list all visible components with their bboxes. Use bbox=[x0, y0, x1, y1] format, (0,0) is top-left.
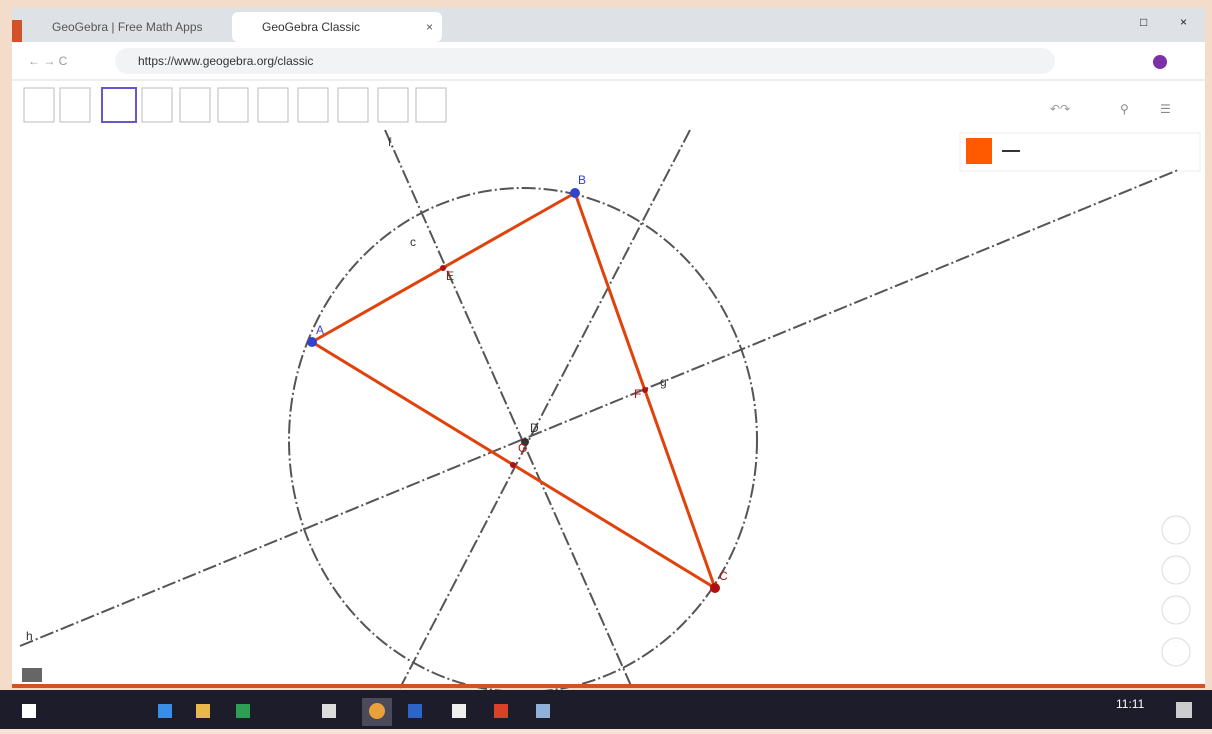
page: GeoGebra | Free Math Apps GeoGebra Class… bbox=[0, 0, 1212, 729]
tool-active[interactable] bbox=[102, 88, 136, 122]
tool[interactable] bbox=[218, 88, 248, 122]
tool[interactable] bbox=[378, 88, 408, 122]
app-icon[interactable] bbox=[196, 704, 210, 718]
color-button[interactable] bbox=[966, 138, 992, 164]
point-label: F bbox=[634, 387, 641, 401]
point[interactable] bbox=[570, 188, 580, 198]
clock: 11:11 bbox=[1116, 697, 1145, 711]
taskbar bbox=[0, 690, 1212, 729]
chrome-icon bbox=[369, 703, 385, 719]
profile-icon[interactable] bbox=[1153, 55, 1167, 69]
point[interactable] bbox=[710, 583, 720, 593]
point[interactable] bbox=[510, 462, 516, 468]
tool[interactable] bbox=[24, 88, 54, 122]
circle-label: c bbox=[410, 235, 416, 249]
screen: GeoGebra | Free Math Apps GeoGebra Class… bbox=[0, 0, 1212, 729]
window-close[interactable]: × bbox=[1180, 15, 1187, 29]
search[interactable]: ⚲ bbox=[1120, 102, 1129, 116]
tool[interactable] bbox=[180, 88, 210, 122]
undo-redo[interactable]: ↶↷ bbox=[1050, 102, 1070, 116]
point-label: A bbox=[316, 323, 324, 337]
tab-title: GeoGebra Classic bbox=[262, 20, 360, 34]
point[interactable] bbox=[642, 387, 648, 393]
app-icon[interactable] bbox=[236, 704, 250, 718]
zoom-out[interactable] bbox=[1162, 596, 1190, 624]
app-icon[interactable] bbox=[158, 704, 172, 718]
geogebra-toolbar bbox=[24, 88, 446, 122]
tool[interactable] bbox=[298, 88, 328, 122]
style-bar bbox=[960, 133, 1200, 171]
point-label: E bbox=[446, 269, 454, 283]
app-icon[interactable] bbox=[494, 704, 508, 718]
app-icon[interactable] bbox=[536, 704, 550, 718]
point-label: C bbox=[719, 569, 728, 583]
line-label: h bbox=[26, 629, 33, 643]
nav-buttons[interactable]: ← → C bbox=[28, 54, 68, 68]
tool[interactable] bbox=[142, 88, 172, 122]
app-icon[interactable] bbox=[452, 704, 466, 718]
point[interactable] bbox=[307, 337, 317, 347]
line-label: g bbox=[660, 375, 667, 389]
app-icon[interactable] bbox=[408, 704, 422, 718]
tool[interactable] bbox=[338, 88, 368, 122]
zoom-in[interactable] bbox=[1162, 556, 1190, 584]
point-label: D bbox=[530, 421, 539, 435]
keyboard-button[interactable] bbox=[22, 668, 42, 682]
url: https://www.geogebra.org/classic bbox=[138, 54, 313, 68]
tab-title: GeoGebra | Free Math Apps bbox=[52, 20, 203, 34]
start-button[interactable] bbox=[22, 704, 36, 718]
menu[interactable]: ☰ bbox=[1160, 102, 1171, 116]
home-button[interactable] bbox=[1162, 516, 1190, 544]
tool[interactable] bbox=[60, 88, 90, 122]
window-maximize[interactable]: □ bbox=[1140, 15, 1147, 29]
tool[interactable] bbox=[258, 88, 288, 122]
fullscreen[interactable] bbox=[1162, 638, 1190, 666]
app-edge bbox=[12, 684, 1205, 688]
tool[interactable] bbox=[416, 88, 446, 122]
point-label: G bbox=[518, 441, 527, 455]
app-icon[interactable] bbox=[322, 704, 336, 718]
notifications[interactable] bbox=[1176, 702, 1192, 718]
tab-close[interactable]: × bbox=[426, 20, 433, 34]
app-edge bbox=[12, 20, 22, 42]
point-label: B bbox=[578, 173, 586, 187]
